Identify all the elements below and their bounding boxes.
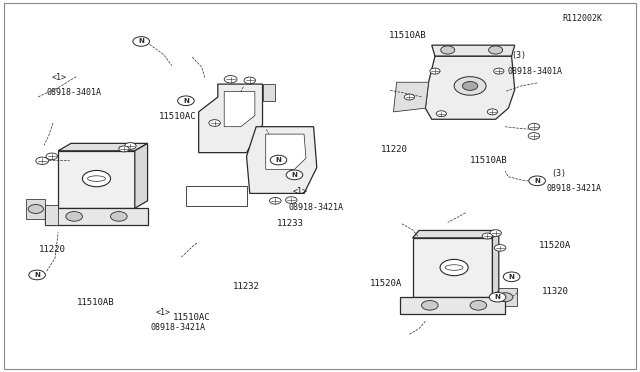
Circle shape <box>269 198 281 204</box>
Bar <box>186 186 246 206</box>
Circle shape <box>111 212 127 221</box>
Text: (3): (3) <box>511 51 527 60</box>
Text: N: N <box>276 157 282 163</box>
Circle shape <box>463 81 477 90</box>
Text: 11232: 11232 <box>232 282 259 291</box>
Circle shape <box>36 157 49 164</box>
Circle shape <box>66 212 83 221</box>
Circle shape <box>83 170 111 187</box>
Circle shape <box>119 146 129 152</box>
Circle shape <box>422 301 438 310</box>
Circle shape <box>270 155 287 165</box>
Text: 11510AB: 11510AB <box>470 156 508 165</box>
Circle shape <box>404 94 415 100</box>
Text: 08918-3401A: 08918-3401A <box>47 88 102 97</box>
Circle shape <box>436 111 447 117</box>
Text: N: N <box>509 274 515 280</box>
Circle shape <box>482 233 492 239</box>
Text: 08918-3401A: 08918-3401A <box>507 67 562 76</box>
Text: 08918-3421A: 08918-3421A <box>547 184 602 193</box>
Text: <1>: <1> <box>292 187 308 196</box>
Polygon shape <box>26 199 45 219</box>
Circle shape <box>244 77 255 84</box>
Text: 11220: 11220 <box>381 145 408 154</box>
Polygon shape <box>426 56 515 119</box>
Circle shape <box>490 230 501 236</box>
Circle shape <box>440 259 468 276</box>
Text: N: N <box>138 38 144 45</box>
Polygon shape <box>413 238 492 297</box>
Circle shape <box>528 124 540 130</box>
Polygon shape <box>58 143 148 151</box>
Text: <1>: <1> <box>51 73 66 82</box>
Circle shape <box>529 176 545 186</box>
Text: <1>: <1> <box>156 308 170 317</box>
Polygon shape <box>400 297 505 314</box>
Text: 08918-3421A: 08918-3421A <box>151 323 206 332</box>
Circle shape <box>494 244 506 251</box>
Circle shape <box>454 77 486 95</box>
Text: R112002K: R112002K <box>563 14 603 23</box>
Polygon shape <box>198 84 262 153</box>
Circle shape <box>46 153 58 160</box>
Circle shape <box>503 272 520 282</box>
Polygon shape <box>492 231 499 297</box>
Text: 11520A: 11520A <box>370 279 402 288</box>
Polygon shape <box>266 134 306 169</box>
Circle shape <box>133 37 150 46</box>
Text: 11233: 11233 <box>277 219 304 228</box>
Text: N: N <box>183 98 189 104</box>
Text: N: N <box>291 172 298 178</box>
Circle shape <box>489 292 506 302</box>
Text: N: N <box>34 272 40 278</box>
Text: 11510AC: 11510AC <box>173 313 211 322</box>
Text: 11510AB: 11510AB <box>389 31 427 41</box>
Circle shape <box>29 270 45 280</box>
Circle shape <box>487 109 497 115</box>
Circle shape <box>470 301 486 310</box>
Text: (3): (3) <box>551 169 566 177</box>
Circle shape <box>488 46 502 54</box>
Circle shape <box>125 142 136 149</box>
Circle shape <box>285 197 297 203</box>
Polygon shape <box>262 84 275 101</box>
Text: 11520A: 11520A <box>539 241 572 250</box>
Polygon shape <box>224 92 255 127</box>
Text: 08918-3421A: 08918-3421A <box>288 203 343 212</box>
Circle shape <box>209 120 220 126</box>
Text: 11320: 11320 <box>542 287 569 296</box>
Circle shape <box>430 68 440 74</box>
Circle shape <box>177 96 194 106</box>
Circle shape <box>224 76 237 83</box>
Circle shape <box>528 133 540 139</box>
Polygon shape <box>58 151 135 208</box>
Text: N: N <box>495 294 500 300</box>
Circle shape <box>497 293 513 302</box>
Polygon shape <box>45 205 58 225</box>
Circle shape <box>441 46 455 54</box>
Polygon shape <box>246 127 317 193</box>
Text: N: N <box>534 178 540 184</box>
Polygon shape <box>432 45 515 56</box>
Polygon shape <box>492 288 516 307</box>
Text: 11510AB: 11510AB <box>77 298 115 307</box>
Polygon shape <box>413 231 499 238</box>
Circle shape <box>28 205 44 214</box>
Text: 11220: 11220 <box>39 244 66 253</box>
Polygon shape <box>45 208 148 225</box>
Text: 11510AC: 11510AC <box>159 112 196 121</box>
Circle shape <box>493 68 504 74</box>
Circle shape <box>286 170 303 180</box>
Polygon shape <box>394 82 429 112</box>
Polygon shape <box>135 143 148 208</box>
